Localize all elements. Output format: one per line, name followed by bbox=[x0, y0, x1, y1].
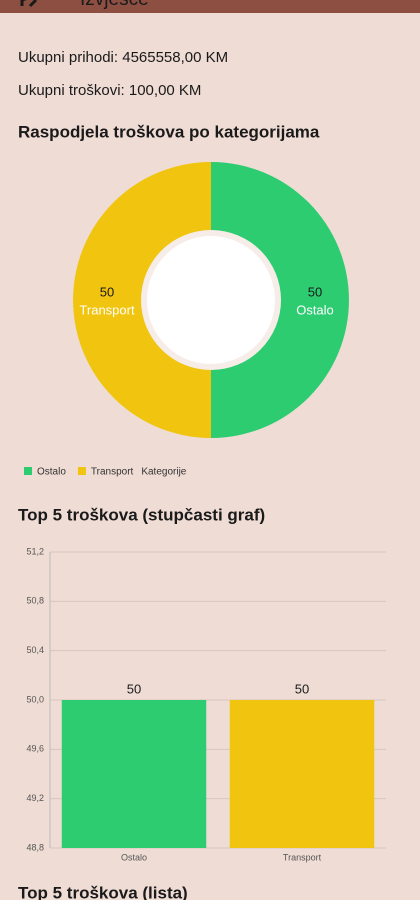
total-expenses: Ukupni troškovi: 100,00 KM bbox=[18, 82, 201, 99]
total-income: Ukupni prihodi: 4565558,00 KM bbox=[18, 49, 228, 66]
back-button[interactable] bbox=[20, 0, 38, 8]
bar-value: 50 bbox=[127, 681, 141, 696]
y-tick-label: 48,8 bbox=[26, 842, 44, 852]
y-tick-label: 50,8 bbox=[26, 596, 44, 606]
app-title: Izvješće bbox=[80, 0, 149, 10]
slice-value: 50 bbox=[308, 284, 322, 299]
pie-slice bbox=[73, 162, 211, 438]
pie-chart: 50 Ostalo 50 Transport Ostalo Transport Katego… bbox=[24, 162, 349, 478]
bar-value: 50 bbox=[295, 681, 309, 696]
x-tick-label: Transport bbox=[283, 852, 322, 862]
pie-slice bbox=[211, 162, 349, 438]
y-tick-label: 49,2 bbox=[26, 793, 44, 803]
donut-hole bbox=[147, 236, 275, 364]
legend-label: Transport bbox=[91, 467, 134, 478]
y-tick-label: 49,6 bbox=[26, 744, 44, 754]
bar bbox=[229, 700, 375, 848]
legend-swatch bbox=[24, 467, 32, 475]
app-bar bbox=[0, 0, 420, 13]
legend-swatch bbox=[77, 467, 86, 475]
legend-label: Ostalo bbox=[37, 467, 66, 478]
bar bbox=[61, 700, 207, 848]
bar-title: Top 5 troškova (stupčasti graf) bbox=[18, 505, 265, 524]
bar-chart: 48,8 49,2 49,6 50,0 50,4 50,8 51,2 50 Ostalo 50 Tr… bbox=[26, 546, 386, 862]
slice-value: 50 bbox=[100, 284, 114, 299]
pie-title: Raspodjela troškova po kategorijama bbox=[18, 122, 320, 141]
legend-title: Kategorije bbox=[141, 467, 186, 478]
slice-label: Ostalo bbox=[296, 302, 334, 317]
y-tick-label: 51,2 bbox=[26, 546, 44, 556]
x-tick-label: Ostalo bbox=[121, 852, 147, 862]
y-tick-label: 50,0 bbox=[26, 694, 44, 704]
slice-label: Transport bbox=[79, 302, 135, 317]
y-tick-label: 50,4 bbox=[26, 645, 44, 655]
list-title: Top 5 troškova (lista) bbox=[18, 883, 188, 900]
